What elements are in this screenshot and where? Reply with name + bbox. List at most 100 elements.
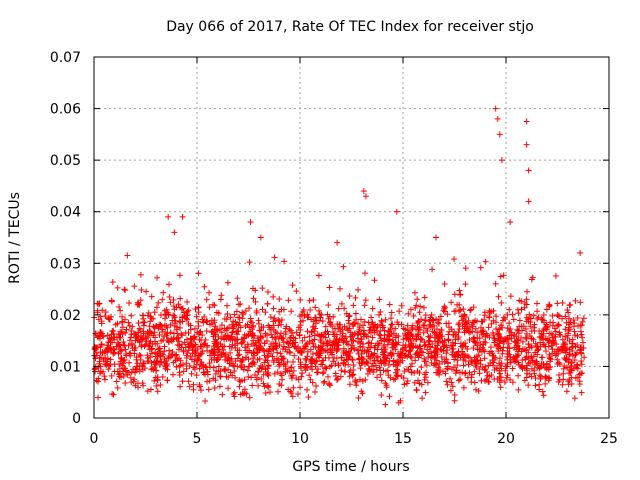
data-point: [203, 317, 210, 324]
data-point: [295, 343, 302, 350]
data-point: [203, 296, 210, 303]
data-point: [495, 345, 502, 352]
data-point: [518, 348, 525, 355]
data-point: [559, 381, 566, 388]
outlier-point: [494, 115, 501, 122]
data-point: [180, 368, 187, 375]
data-point: [547, 358, 554, 365]
data-point: [416, 343, 423, 350]
data-point: [411, 379, 418, 386]
data-point: [170, 334, 177, 341]
data-point: [125, 342, 132, 349]
data-point: [211, 317, 218, 324]
y-tick-label: 0.06: [50, 102, 81, 118]
data-point: [251, 352, 258, 359]
outlier-point: [492, 105, 499, 112]
data-point: [362, 376, 369, 383]
data-point: [306, 297, 313, 304]
data-point: [565, 378, 572, 385]
data-point: [468, 379, 475, 386]
data-point: [506, 345, 513, 352]
data-point: [330, 339, 337, 346]
data-point: [172, 352, 179, 359]
data-point: [352, 378, 359, 385]
data-point: [176, 369, 183, 376]
data-point: [108, 313, 115, 320]
data-point: [97, 329, 104, 336]
data-point: [417, 303, 424, 310]
data-point: [255, 368, 262, 375]
data-point: [114, 384, 121, 391]
data-point: [571, 365, 578, 372]
data-point: [484, 372, 491, 379]
data-point: [456, 287, 463, 294]
data-point: [126, 322, 133, 329]
data-point: [183, 365, 190, 372]
data-point: [464, 345, 471, 352]
data-point: [444, 365, 451, 372]
data-point: [288, 308, 295, 315]
data-point: [297, 359, 304, 366]
data-point: [94, 307, 101, 314]
data-point: [256, 365, 263, 372]
data-point: [369, 305, 376, 312]
data-point: [578, 322, 585, 329]
data-point: [156, 331, 163, 338]
data-point: [356, 328, 363, 335]
data-point: [199, 316, 206, 323]
data-point: [92, 346, 99, 353]
data-point: [185, 378, 192, 385]
data-point: [121, 286, 128, 293]
data-point: [355, 350, 362, 357]
data-point: [552, 328, 559, 335]
outlier-point: [523, 118, 530, 125]
data-point: [546, 330, 553, 337]
data-point: [401, 381, 408, 388]
data-point: [431, 329, 438, 336]
data-point: [285, 386, 292, 393]
data-point: [497, 273, 504, 280]
data-point: [474, 346, 481, 353]
data-point: [239, 364, 246, 371]
data-point: [433, 326, 440, 333]
data-point: [137, 326, 144, 333]
data-point: [124, 371, 131, 378]
data-point: [481, 312, 488, 319]
data-point: [133, 333, 140, 340]
data-point: [170, 296, 177, 303]
data-point: [493, 319, 500, 326]
data-point: [104, 342, 111, 349]
data-point: [232, 358, 239, 365]
data-point: [124, 252, 131, 259]
data-point: [216, 326, 223, 333]
data-point: [376, 331, 383, 338]
data-point: [111, 334, 118, 341]
data-point: [347, 367, 354, 374]
data-point: [513, 353, 520, 360]
data-point: [420, 321, 427, 328]
data-point: [477, 340, 484, 347]
outlier-point: [171, 229, 178, 236]
data-point: [245, 373, 252, 380]
data-point: [140, 319, 147, 326]
data-point: [528, 373, 535, 380]
data-point: [444, 381, 451, 388]
data-point: [350, 302, 357, 309]
data-point: [240, 310, 247, 317]
data-point: [574, 333, 581, 340]
data-point: [516, 317, 523, 324]
data-point: [519, 362, 526, 369]
data-point: [461, 323, 468, 330]
data-point: [340, 360, 347, 367]
data-point: [241, 376, 248, 383]
data-point: [319, 361, 326, 368]
data-point: [427, 324, 434, 331]
data-point: [559, 347, 566, 354]
data-point: [563, 346, 570, 353]
data-point: [578, 361, 585, 368]
data-point: [385, 362, 392, 369]
data-point: [154, 274, 161, 281]
data-point: [406, 348, 413, 355]
data-point: [228, 345, 235, 352]
data-point: [376, 311, 383, 318]
